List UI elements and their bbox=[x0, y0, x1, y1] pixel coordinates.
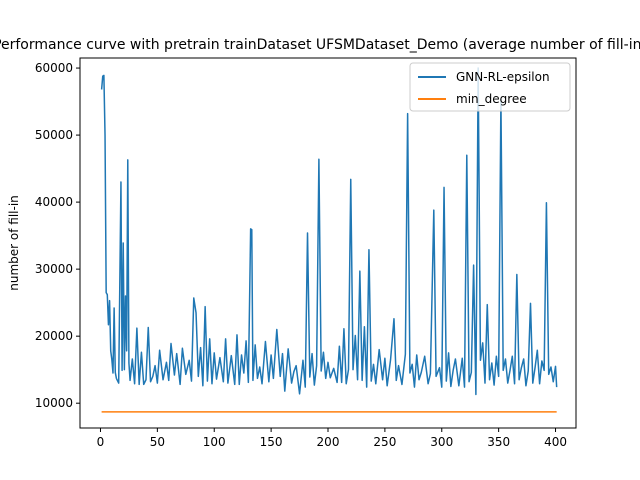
x-tick-label: 350 bbox=[487, 435, 510, 449]
legend-label: min_degree bbox=[456, 92, 527, 106]
y-axis: 10000 20000 30000 40000 50000 60000 bbox=[35, 61, 80, 410]
legend-label: GNN-RL-epsilon bbox=[456, 70, 550, 84]
x-tick-label: 100 bbox=[203, 435, 226, 449]
y-axis-label: number of fill-in bbox=[7, 195, 21, 291]
x-tick-label: 400 bbox=[544, 435, 567, 449]
x-tick-label: 50 bbox=[150, 435, 165, 449]
y-tick-label: 10000 bbox=[35, 396, 73, 410]
chart-title: Performance curve with pretrain trainDat… bbox=[0, 37, 640, 53]
x-tick-label: 200 bbox=[317, 435, 340, 449]
series-line-1 bbox=[100, 67, 558, 396]
y-tick-label: 50000 bbox=[35, 128, 73, 142]
x-tick-label: 150 bbox=[260, 435, 283, 449]
x-tick-label: 0 bbox=[97, 435, 105, 449]
y-tick-label: 20000 bbox=[35, 329, 73, 343]
x-tick-label: 300 bbox=[430, 435, 453, 449]
series-layer bbox=[100, 67, 558, 413]
y-tick-label: 60000 bbox=[35, 61, 73, 75]
y-tick-label: 30000 bbox=[35, 262, 73, 276]
x-axis: 0 50 100 150 200 250 300 350 400 bbox=[97, 428, 567, 449]
legend: GNN-RL-epsilon min_degree bbox=[409, 62, 571, 112]
y-tick-label: 40000 bbox=[35, 195, 73, 209]
x-tick-label: 250 bbox=[373, 435, 396, 449]
legend-box bbox=[409, 62, 571, 112]
